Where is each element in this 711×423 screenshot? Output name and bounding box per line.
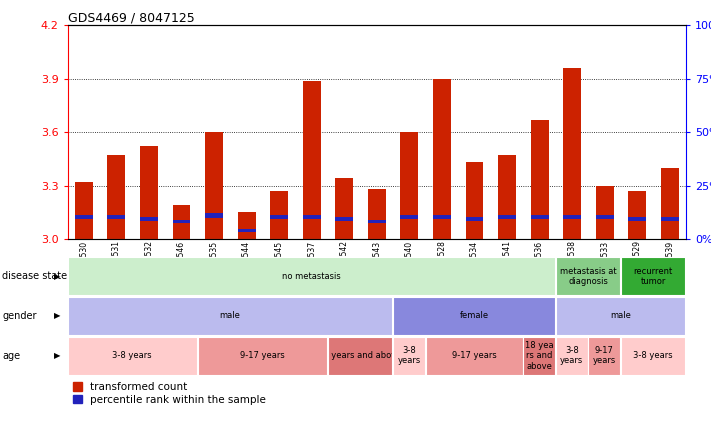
Bar [596, 215, 614, 220]
Bar [563, 68, 581, 239]
Text: gender: gender [2, 311, 37, 321]
Bar [336, 179, 353, 239]
Bar [530, 215, 549, 220]
Bar [629, 217, 646, 221]
Bar [433, 215, 451, 220]
Bar [661, 217, 679, 221]
Text: metastasis at
diagnosis: metastasis at diagnosis [560, 266, 616, 286]
Text: 18 yea
rs and
above: 18 yea rs and above [525, 341, 554, 371]
Text: age: age [2, 351, 20, 361]
Bar [498, 215, 516, 220]
Text: ▶: ▶ [54, 351, 60, 360]
Text: ▶: ▶ [54, 272, 60, 281]
Bar [270, 191, 288, 239]
Text: GDS4469 / 8047125: GDS4469 / 8047125 [68, 11, 194, 24]
Bar [237, 212, 255, 239]
Bar [530, 120, 549, 239]
Bar [596, 186, 614, 239]
Bar [140, 146, 158, 239]
Text: 3-8
years: 3-8 years [397, 346, 421, 365]
Legend: transformed count, percentile rank within the sample: transformed count, percentile rank withi… [73, 382, 267, 405]
Bar [205, 213, 223, 218]
Bar [336, 217, 353, 221]
Bar [400, 132, 418, 239]
Bar [75, 182, 92, 239]
Bar [303, 215, 321, 220]
Bar [75, 215, 92, 220]
Text: 9-17 years: 9-17 years [451, 351, 496, 360]
Bar [368, 220, 386, 223]
Text: 3-8 years: 3-8 years [112, 351, 152, 360]
Bar [433, 79, 451, 239]
Bar [303, 80, 321, 239]
Text: recurrent
tumor: recurrent tumor [634, 266, 673, 286]
Bar [107, 155, 125, 239]
Bar [563, 215, 581, 220]
Text: 9-17
years: 9-17 years [593, 346, 616, 365]
Text: 3-8 years: 3-8 years [634, 351, 673, 360]
Bar [237, 229, 255, 232]
Text: female: female [459, 311, 488, 321]
Bar [629, 191, 646, 239]
Bar [498, 155, 516, 239]
Text: 18 years and above: 18 years and above [319, 351, 402, 360]
Text: 9-17 years: 9-17 years [240, 351, 285, 360]
Text: disease state: disease state [2, 271, 68, 281]
Text: ▶: ▶ [54, 311, 60, 321]
Bar [270, 215, 288, 220]
Bar [107, 215, 125, 220]
Bar [400, 215, 418, 220]
Bar [661, 168, 679, 239]
Bar [466, 162, 483, 239]
Bar [140, 217, 158, 221]
Text: 3-8
years: 3-8 years [560, 346, 584, 365]
Text: no metastasis: no metastasis [282, 272, 341, 281]
Bar [205, 132, 223, 239]
Bar [466, 217, 483, 221]
Bar [173, 205, 191, 239]
Text: male: male [610, 311, 631, 321]
Bar [173, 220, 191, 223]
Text: male: male [220, 311, 240, 321]
Bar [368, 189, 386, 239]
